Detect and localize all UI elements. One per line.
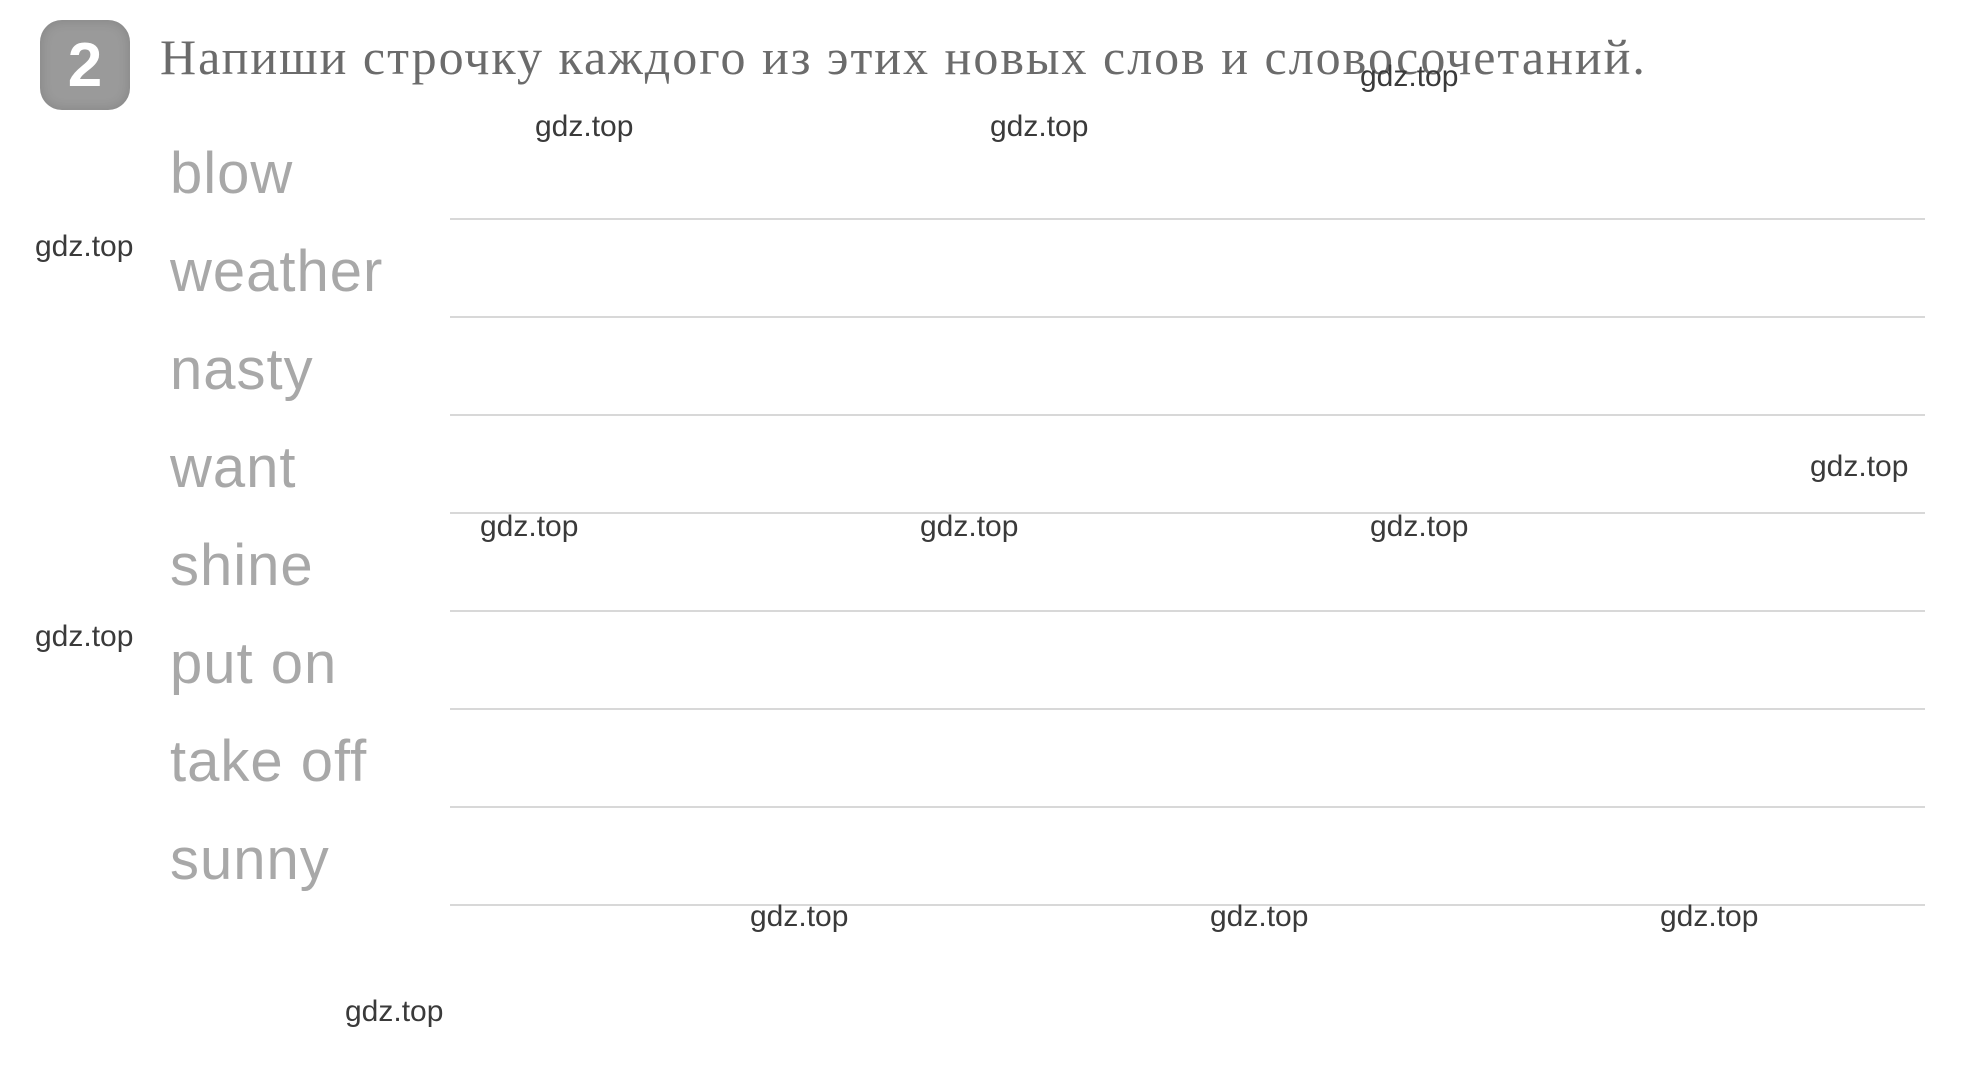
writing-line: [450, 708, 1925, 710]
word-row: put on: [170, 630, 1925, 728]
word-row: shine: [170, 532, 1925, 630]
writing-line: [450, 806, 1925, 808]
writing-line: [450, 610, 1925, 612]
word-list: blow weather nasty want shine put on tak…: [170, 140, 1925, 924]
exercise-instruction: Напиши строчку каждого из этих новых сло…: [160, 20, 1925, 92]
writing-line: [450, 218, 1925, 220]
word-row: sunny: [170, 826, 1925, 924]
writing-line: [450, 316, 1925, 318]
writing-line: [450, 512, 1925, 514]
word-label: sunny: [170, 826, 330, 893]
word-row: blow: [170, 140, 1925, 238]
word-label: shine: [170, 532, 314, 599]
exercise-number-badge: 2: [40, 20, 130, 110]
exercise-container: 2 Напиши строчку каждого из этих новых с…: [0, 0, 1985, 944]
word-label: weather: [170, 238, 383, 305]
exercise-header: 2 Напиши строчку каждого из этих новых с…: [40, 20, 1925, 110]
word-label: blow: [170, 140, 293, 207]
exercise-number: 2: [68, 30, 102, 101]
word-row: take off: [170, 728, 1925, 826]
word-label: want: [170, 434, 297, 501]
word-label: put on: [170, 630, 337, 697]
word-row: weather: [170, 238, 1925, 336]
writing-line: [450, 904, 1925, 906]
word-label: take off: [170, 728, 367, 795]
word-row: want: [170, 434, 1925, 532]
word-row: nasty: [170, 336, 1925, 434]
writing-line: [450, 414, 1925, 416]
watermark-text: gdz.top: [345, 995, 443, 1029]
word-label: nasty: [170, 336, 314, 403]
